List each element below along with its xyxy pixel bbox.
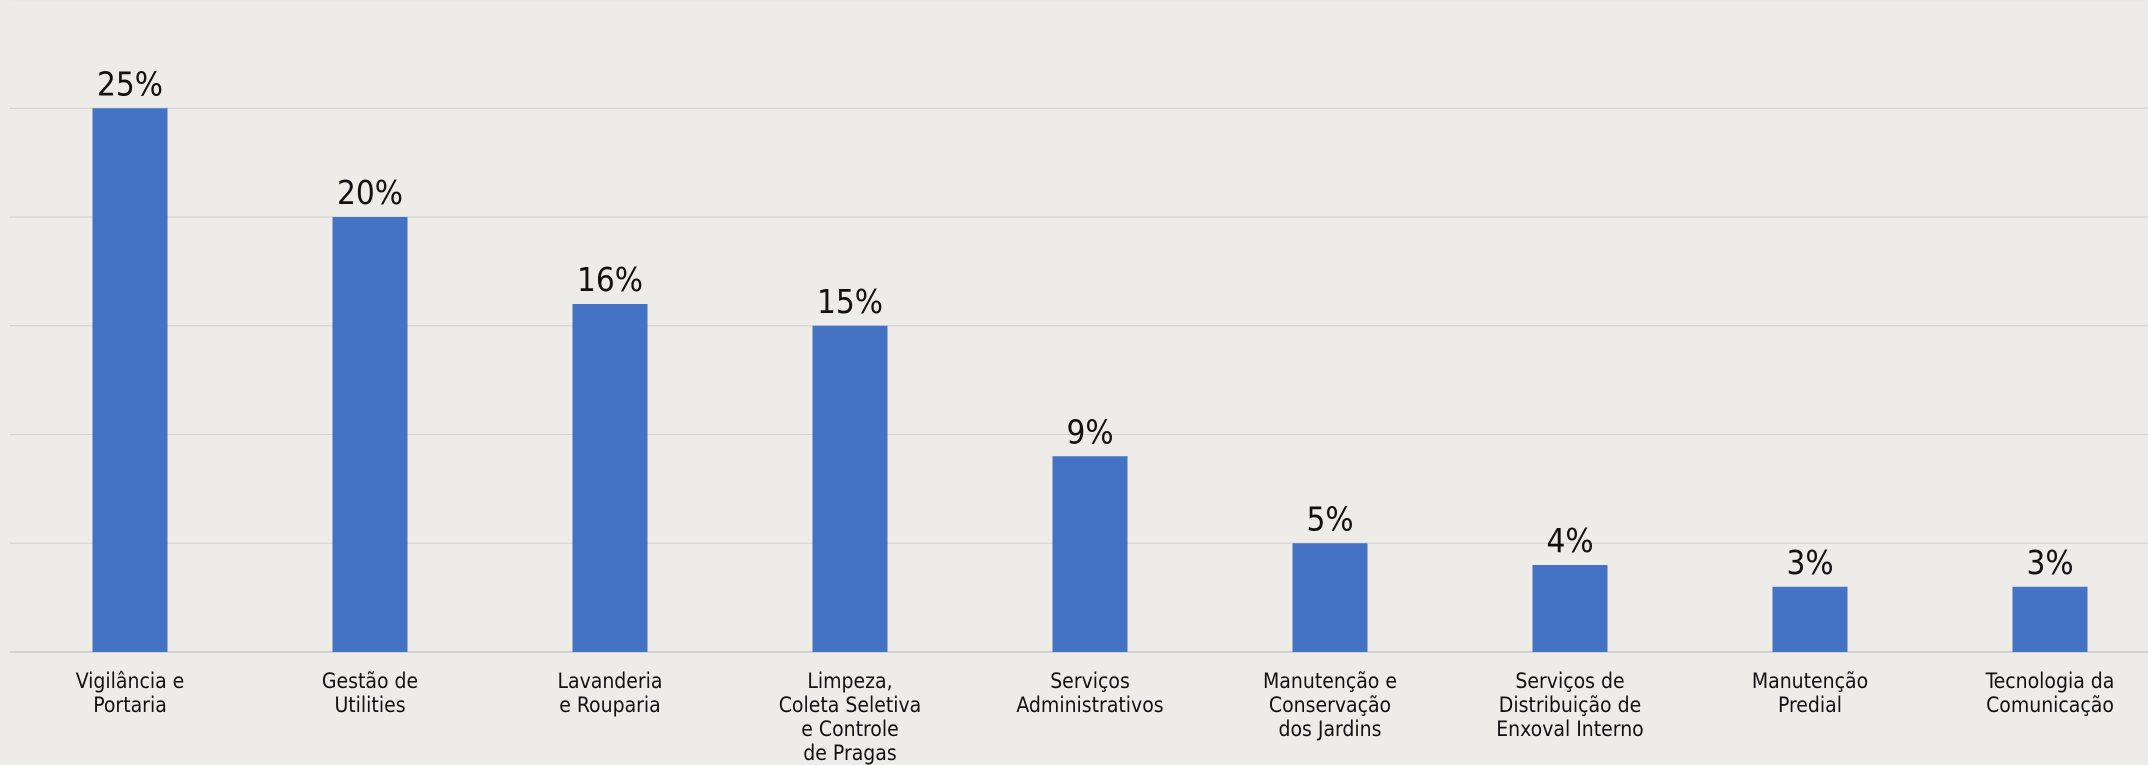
category-label-line: Comunicação: [1986, 693, 2114, 717]
category-label-line: Tecnologia da: [1985, 669, 2115, 693]
category-label: Manutenção Predial: [1752, 669, 1868, 717]
category-label: Vigilância e Portaria: [76, 669, 185, 717]
category-label-line: e Rouparia: [559, 693, 661, 717]
category-labels-group: Vigilância e Portaria Gestão de Utilities La…: [76, 669, 2115, 765]
bar: [1052, 456, 1128, 652]
bars-group: [92, 108, 2088, 652]
category-label-line: Limpeza,: [807, 669, 892, 693]
category-label-line: Coleta Seletiva: [779, 693, 922, 717]
category-label-line: Vigilância e: [76, 669, 185, 693]
data-label: 4%: [1546, 521, 1593, 560]
bar: [2012, 586, 2088, 652]
data-label: 5%: [1306, 499, 1353, 538]
category-label-line: dos Jardins: [1278, 717, 1381, 741]
category-label-line: Manutenção: [1752, 669, 1868, 693]
category-label-line: e Controle: [801, 717, 899, 741]
data-label: 16%: [577, 260, 643, 299]
category-label-line: Manutenção e: [1263, 669, 1397, 693]
category-label-line: Gestão de: [322, 669, 418, 693]
data-label: 9%: [1066, 412, 1113, 451]
bar: [812, 325, 888, 652]
category-label-line: Predial: [1778, 693, 1842, 717]
bar: [92, 108, 168, 652]
category-label-line: Distribuição de: [1499, 693, 1641, 717]
data-label: 25%: [97, 64, 163, 103]
data-label: 20%: [337, 173, 403, 212]
category-label: Manutenção e Conservação dos Jardins: [1263, 669, 1397, 741]
category-label: Serviços de Distribuição de Enxoval Intern…: [1496, 669, 1644, 741]
bar: [1772, 586, 1848, 652]
category-label-line: Portaria: [93, 693, 167, 717]
value-labels-group: 25% 20% 16% 15% 9% 5% 4% 3% 3%: [97, 64, 2074, 582]
bar: [1292, 543, 1368, 652]
category-label: Serviços Administrativos: [1016, 669, 1163, 717]
bar: [572, 304, 648, 652]
category-label: Gestão de Utilities: [322, 669, 418, 717]
category-label-line: Enxoval Interno: [1496, 717, 1644, 741]
category-label-line: Serviços de: [1515, 669, 1624, 693]
bar: [1532, 565, 1608, 652]
category-label-line: Administrativos: [1016, 693, 1163, 717]
category-label-line: Utilities: [334, 693, 405, 717]
data-label: 3%: [1786, 543, 1833, 582]
data-label: 3%: [2026, 543, 2073, 582]
category-label-line: de Pragas: [803, 741, 896, 765]
data-label: 15%: [817, 282, 883, 321]
category-label: Limpeza, Coleta Seletiva e Controle de Prag…: [779, 669, 922, 765]
bar: [332, 217, 408, 652]
category-label-line: Serviços: [1050, 669, 1130, 693]
category-label-line: Conservação: [1269, 693, 1391, 717]
category-label-line: Lavanderia: [557, 669, 662, 693]
category-label: Lavanderia e Rouparia: [557, 669, 662, 717]
category-label: Tecnologia da Comunicação: [1985, 669, 2115, 717]
